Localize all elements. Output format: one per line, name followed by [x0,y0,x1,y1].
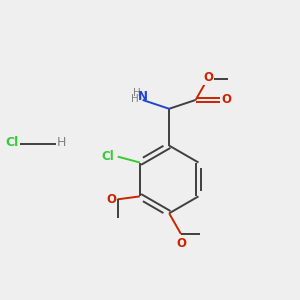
Text: O: O [106,194,117,206]
Text: Cl: Cl [101,149,114,163]
Text: H: H [134,88,141,98]
Text: O: O [203,71,213,84]
Text: H: H [57,136,67,149]
Text: N: N [138,91,148,103]
Text: methoxy: methoxy [115,224,121,226]
Text: Cl: Cl [6,136,19,149]
Text: H: H [130,94,138,104]
Text: O: O [221,93,231,106]
Text: O: O [176,237,187,250]
